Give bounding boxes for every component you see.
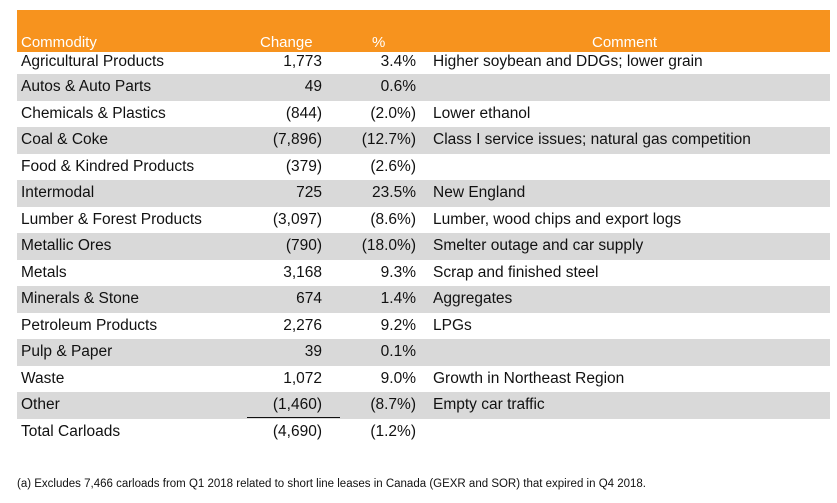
change-cell: (790) (285, 237, 322, 254)
table-row: Metallic Ores (790) (18.0%) Smelter outage … (17, 233, 830, 260)
table-row: Autos & Auto Parts 49 0.6% (17, 74, 830, 101)
table-body: Agricultural Products 1,773 3.4% Higher soy… (17, 52, 830, 445)
table-row: Chemicals & Plastics (844) (2.0%) Lower eth… (17, 101, 830, 128)
table-header: Commodity Change % Comment (17, 10, 830, 52)
commodity-cell: Agricultural Products (21, 53, 165, 70)
change-cell: 674 (296, 290, 322, 307)
change-cell: (3,097) (272, 210, 322, 228)
header-comment: Comment (592, 34, 658, 51)
percent-cell: (2.6%) (370, 157, 416, 175)
table-row: Coal & Coke (7,896) (12.7%) Class I service… (17, 127, 830, 154)
change-cell: (4,690) (272, 422, 322, 440)
percent-cell: 23.5% (372, 184, 416, 201)
subtotal-underline (247, 416, 340, 418)
table-row: Agricultural Products 1,773 3.4% Higher soy… (17, 52, 830, 74)
commodity-cell: Lumber & Forest Products (21, 210, 202, 228)
commodity-cell: Pulp & Paper (21, 343, 113, 360)
change-cell: 1,072 (283, 369, 322, 387)
percent-cell: 9.0% (380, 369, 416, 387)
header-change: Change (260, 34, 313, 51)
change-cell: 1,773 (283, 53, 322, 70)
change-cell: (1,460) (272, 396, 322, 413)
commodity-cell: Chemicals & Plastics (21, 104, 166, 122)
percent-cell: 9.2% (380, 316, 416, 334)
header-percent: % (372, 34, 386, 51)
commodity-cell: Metallic Ores (21, 237, 112, 254)
total-row: Total Carloads (4,690) (1.2%) (17, 419, 830, 446)
commodity-cell: Total Carloads (21, 422, 121, 440)
percent-cell: 9.3% (380, 263, 416, 281)
footnote: (a) Excludes 7,466 carloads from Q1 2018… (17, 478, 647, 490)
table-row: Intermodal 725 23.5% New England (17, 180, 830, 207)
percent-cell: (12.7%) (361, 131, 416, 148)
header-commodity: Commodity (21, 34, 97, 51)
change-cell: (379) (285, 157, 322, 175)
table-row: Pulp & Paper 39 0.1% (17, 339, 830, 366)
commodity-table: Commodity Change % Comment Agricultural … (17, 10, 830, 445)
table-row: Lumber & Forest Products (3,097) (8.6%) Lum… (17, 207, 830, 234)
change-cell: 2,276 (283, 316, 322, 334)
comment-cell: Class I service issues; natural gas comp… (433, 131, 751, 148)
comment-cell: Lumber, wood chips and export logs (433, 210, 682, 228)
commodity-cell: Coal & Coke (21, 131, 109, 148)
comment-cell: Scrap and finished steel (433, 263, 599, 281)
change-cell: 725 (296, 184, 322, 201)
table-row: Waste 1,072 9.0% Growth in Northeast Region (17, 366, 830, 393)
change-cell: (7,896) (272, 131, 322, 148)
percent-cell: 3.4% (380, 53, 416, 70)
table-row: Minerals & Stone 674 1.4% Aggregates (17, 286, 830, 313)
change-cell: 39 (304, 343, 322, 360)
comment-cell: Higher soybean and DDGs; lower grain (433, 53, 703, 70)
change-cell: (844) (285, 104, 322, 122)
table-row: Metals 3,168 9.3% Scrap and finished steel (17, 260, 830, 287)
commodity-cell: Waste (21, 369, 65, 387)
commodity-cell: Other (21, 396, 60, 413)
percent-cell: (1.2%) (370, 422, 416, 440)
comment-cell: Smelter outage and car supply (433, 237, 644, 254)
comment-cell: New England (433, 184, 526, 201)
table-row: Food & Kindred Products (379) (2.6%) (17, 154, 830, 181)
comment-cell: LPGs (433, 316, 472, 334)
table-row: Petroleum Products 2,276 9.2% LPGs (17, 313, 830, 340)
comment-cell: Empty car traffic (433, 396, 545, 413)
commodity-cell: Food & Kindred Products (21, 157, 195, 175)
comment-cell: Aggregates (433, 290, 513, 307)
change-cell: 49 (304, 78, 322, 95)
comment-cell: Growth in Northeast Region (433, 369, 625, 387)
percent-cell: 0.1% (380, 343, 416, 360)
percent-cell: (18.0%) (361, 237, 416, 254)
change-cell: 3,168 (283, 263, 322, 281)
percent-cell: (8.6%) (370, 210, 416, 228)
table-row: Other (1,460) (8.7%) Empty car traffic (17, 392, 830, 419)
commodity-cell: Intermodal (21, 184, 95, 201)
commodity-cell: Minerals & Stone (21, 290, 140, 307)
percent-cell: 0.6% (380, 78, 416, 95)
comment-cell: Lower ethanol (433, 104, 531, 122)
percent-cell: (8.7%) (370, 396, 416, 413)
commodity-cell: Petroleum Products (21, 316, 158, 334)
percent-cell: (2.0%) (370, 104, 416, 122)
commodity-cell: Metals (21, 263, 67, 281)
commodity-cell: Autos & Auto Parts (21, 78, 152, 95)
percent-cell: 1.4% (380, 290, 416, 307)
